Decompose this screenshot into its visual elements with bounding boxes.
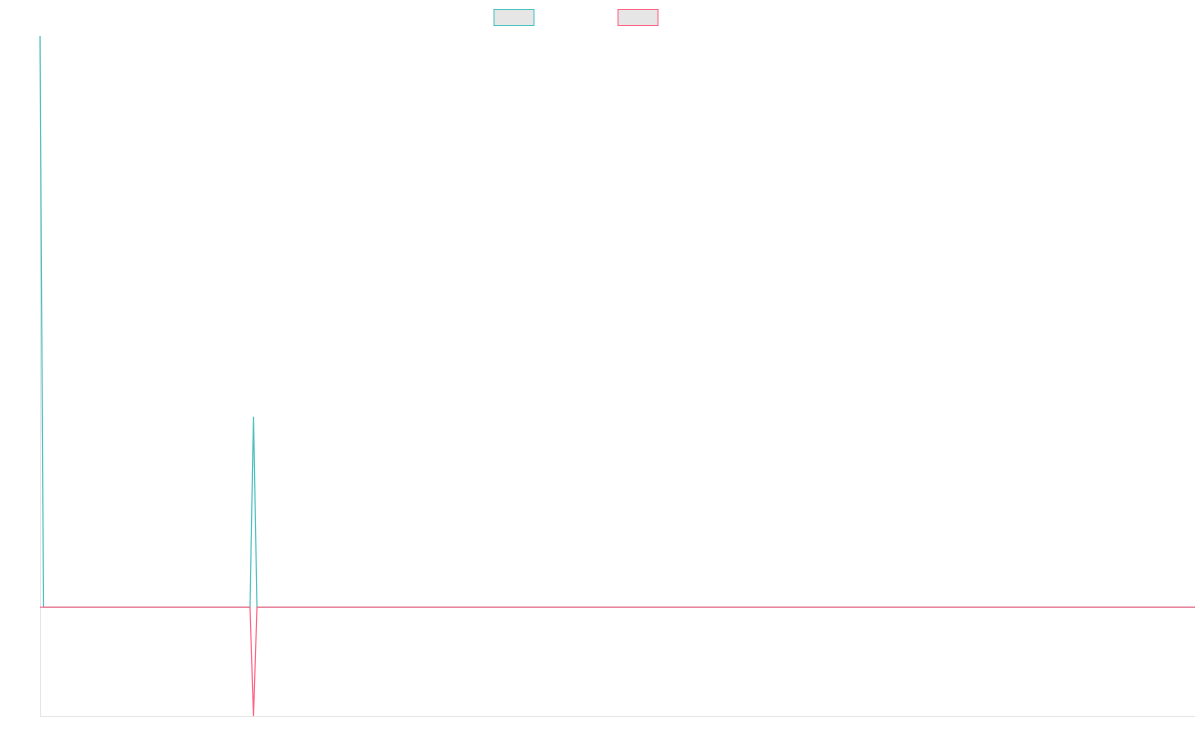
line-series [40, 606, 1195, 717]
legend-swatch[interactable] [617, 9, 659, 26]
legend-swatch[interactable] [493, 9, 535, 26]
line-series [39, 35, 1195, 608]
